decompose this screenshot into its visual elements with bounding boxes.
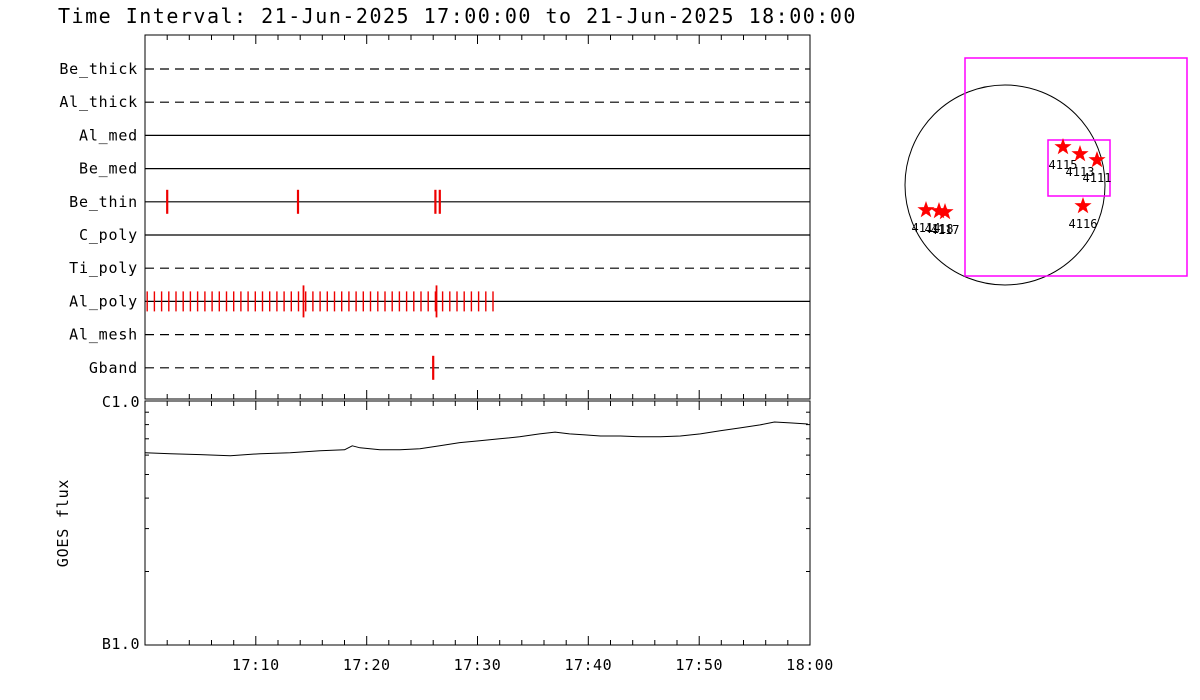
filter-row-label: Al_thick <box>59 93 138 111</box>
filter-row-label: Be_med <box>79 160 138 178</box>
filter-row-label: Gband <box>89 359 138 377</box>
active-region-label: 4114 <box>912 221 941 235</box>
filter-row-label: Al_med <box>79 126 138 144</box>
filter-row-label: Al_mesh <box>69 326 138 344</box>
x-tick-label: 17:50 <box>675 656 723 674</box>
x-tick-label: 17:40 <box>564 656 612 674</box>
fov-box <box>964 57 1188 277</box>
solar-disk <box>904 84 1106 286</box>
active-region-star-4115 <box>1054 138 1072 155</box>
filter-row-label: Be_thin <box>69 193 138 211</box>
active-region-label: 4116 <box>1069 217 1098 231</box>
y-axis-title: GOES flux <box>54 479 72 567</box>
filter-row-label: Al_poly <box>69 292 138 310</box>
y-axis-top-label: C1.0 <box>102 393 140 411</box>
active-region-star-4111 <box>1088 151 1106 168</box>
active-region-label: 4113 <box>1066 165 1095 179</box>
x-tick-label: 17:30 <box>454 656 502 674</box>
filter-row-label: C_poly <box>79 226 138 244</box>
x-tick-label: 17:10 <box>232 656 280 674</box>
active-region-star-4117 <box>936 203 954 220</box>
active-region-label: 4118 <box>925 222 954 236</box>
goes-flux-curve <box>144 421 808 457</box>
active-region-star-4114 <box>917 201 935 218</box>
fov-box <box>1047 139 1111 197</box>
plot-title: Time Interval: 21-Jun-2025 17:00:00 to 2… <box>58 4 857 28</box>
x-tick-label: 18:00 <box>786 656 834 674</box>
filter-row-label: Ti_poly <box>69 259 138 277</box>
active-region-label: 4117 <box>931 223 960 237</box>
y-axis-bottom-label: B1.0 <box>102 635 140 653</box>
active-region-label: 4115 <box>1049 158 1078 172</box>
active-region-star-4113 <box>1071 145 1089 162</box>
filter-row-label: Be_thick <box>59 60 138 78</box>
active-region-star-4116 <box>1074 197 1092 214</box>
goes-flux-panel: C1.0 B1.0 17:10 17:20 17:30 17:40 17:50 18:00 GO… <box>54 393 834 674</box>
x-tick-label: 17:20 <box>343 656 391 674</box>
goes-panel-frame <box>144 400 811 646</box>
filter-panel-frame <box>144 34 811 400</box>
active-region-label: 4111 <box>1083 171 1112 185</box>
filter-timeline-panel: Be_thick Al_thick Al_med Be_med Be_thin C_pol… <box>59 34 811 400</box>
